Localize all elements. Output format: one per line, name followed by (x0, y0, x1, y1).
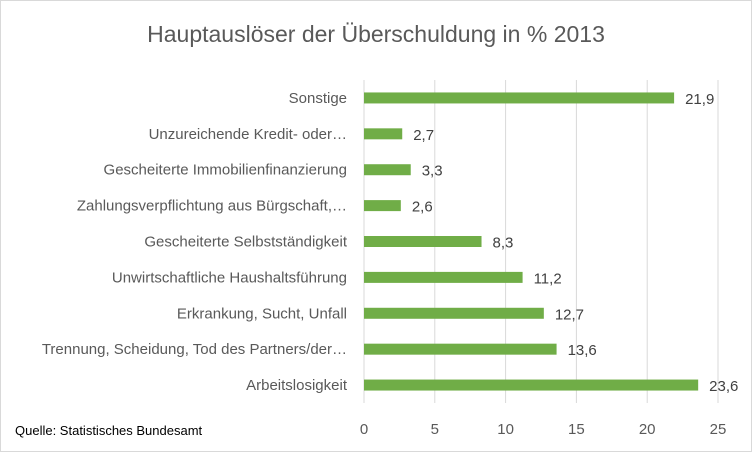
data-label: 2,6 (412, 199, 433, 216)
category-label: Gescheiterte Selbstständigkeit (144, 234, 347, 251)
bar (364, 236, 482, 247)
category-label: Arbeitslosigkeit (246, 377, 348, 394)
category-label: Erkrankung, Sucht, Unfall (177, 305, 347, 322)
x-tick-label: 0 (360, 421, 368, 438)
bar (364, 271, 523, 283)
x-tick-label: 5 (431, 421, 439, 438)
data-label: 23,6 (709, 378, 738, 395)
x-tick-label: 20 (639, 421, 656, 438)
data-label: 3,3 (422, 163, 443, 180)
data-label: 2,7 (413, 127, 434, 144)
category-label: Unwirtschaftliche Haushaltsführung (112, 269, 347, 286)
bar (364, 307, 544, 319)
bar (364, 92, 675, 104)
bar (364, 200, 401, 212)
data-label: 13,6 (568, 342, 597, 359)
category-label: Sonstige (289, 90, 347, 107)
bar (364, 164, 411, 176)
bar (364, 379, 699, 391)
category-label: Unzureichende Kredit- oder… (149, 126, 347, 143)
bar (364, 343, 557, 355)
data-label: 11,2 (534, 270, 562, 287)
x-tick-label: 15 (568, 421, 585, 438)
x-tick-label: 10 (497, 421, 514, 438)
source-note: Quelle: Statistisches Bundesamt (15, 423, 203, 438)
bar (364, 128, 403, 140)
category-label: Trennung, Scheidung, Tod des Partners/de… (42, 341, 347, 358)
chart-title: Hauptauslöser der Überschuldung in % 201… (147, 21, 605, 47)
category-label: Gescheiterte Immobilienfinanzierung (104, 162, 347, 179)
data-label: 8,3 (493, 235, 514, 252)
data-label: 21,9 (685, 91, 714, 108)
data-label: 12,7 (555, 306, 584, 323)
category-label: Zahlungsverpflichtung aus Bürgschaft,… (77, 198, 347, 215)
x-tick-label: 25 (710, 421, 727, 438)
